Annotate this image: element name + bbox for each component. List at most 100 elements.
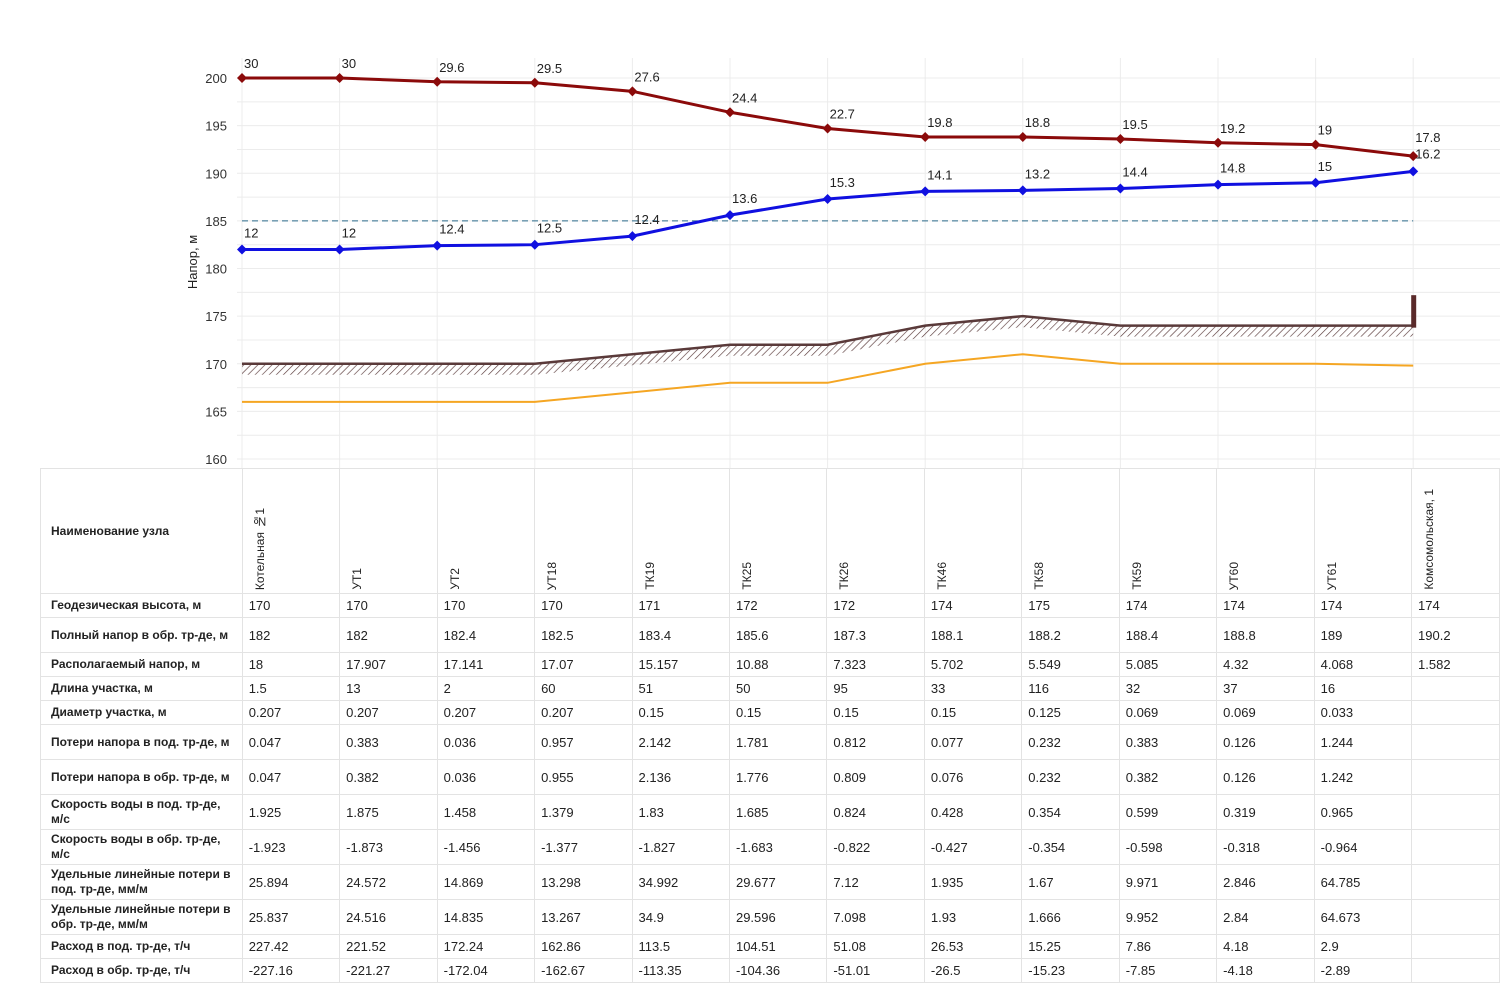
- table-cell: 0.047: [241, 759, 341, 795]
- table-cell: -0.964: [1313, 829, 1413, 865]
- table-cell: 189: [1313, 617, 1413, 653]
- row-label: Располагаемый напор, м: [40, 652, 243, 677]
- table-cell: 116: [1021, 676, 1120, 701]
- table-row: Геодезическая высота, м 170 170 170 170 171 17…: [40, 593, 1500, 618]
- data-labels: 30 30 29.6 29.5 27.6 24.4 22.7 19.8 18.8 19.5 19.2…: [244, 56, 1441, 240]
- table-cell: 34.992: [631, 864, 730, 900]
- table-cell: 29.677: [728, 864, 828, 900]
- table-cell: 170: [241, 593, 341, 618]
- data-label: 14.4: [1122, 164, 1147, 179]
- row-label: Длина участка, м: [40, 676, 243, 701]
- data-label: 13.2: [1025, 166, 1050, 181]
- data-label: 12.4: [634, 212, 659, 227]
- table-row: Расход в под. тр-де, т/ч 227.42 221.52 172.…: [40, 934, 1500, 959]
- data-label: 15: [1318, 159, 1332, 174]
- data-point: [1213, 137, 1223, 148]
- table-cell: -2.89: [1313, 958, 1413, 983]
- end-marker: [1411, 295, 1417, 328]
- table-cell: 0.126: [1216, 724, 1315, 760]
- table-cell: 64.785: [1313, 864, 1413, 900]
- table-cell: 175: [1021, 593, 1120, 618]
- table-cell: [1411, 724, 1500, 760]
- table-cell: 33: [923, 676, 1023, 701]
- table-cell: 174: [923, 593, 1023, 618]
- table-cell: 2.846: [1216, 864, 1315, 900]
- data-label: 17.8: [1415, 130, 1440, 145]
- y-axis-label: Напор, м: [185, 235, 200, 289]
- y-tick-label: 165: [205, 404, 227, 419]
- table-cell: 162.86: [534, 934, 633, 959]
- table-cell: 5.085: [1118, 652, 1218, 677]
- table-cell: 104.51: [728, 934, 828, 959]
- table-cell: [1411, 864, 1500, 900]
- table-cell: -0.354: [1021, 829, 1120, 865]
- data-point: [920, 132, 931, 143]
- table-cell: 188.2: [1021, 617, 1120, 653]
- table-cell: 2.9: [1313, 934, 1413, 959]
- node-name-header: Наименование узла: [40, 468, 243, 594]
- table-cell: 1.83: [631, 794, 730, 830]
- table-cell: 0.965: [1313, 794, 1413, 830]
- table-row: Скорость воды в обр. тр-де, м/с -1.923 -1.…: [40, 829, 1500, 865]
- row-label: Потери напора в под. тр-де, м: [40, 724, 243, 760]
- table-cell: 2.142: [631, 724, 730, 760]
- table-cell: 1.685: [728, 794, 828, 830]
- table-cell: 0.076: [923, 759, 1023, 795]
- table-cell: -1.456: [436, 829, 536, 865]
- table-row: Полный напор в обр. тр-де, м 182 182 182.4 1…: [40, 617, 1500, 653]
- table-cell: -172.04: [436, 958, 536, 983]
- row-label: Скорость воды в под. тр-де, м/с: [40, 794, 243, 830]
- table-cell: -1.923: [241, 829, 341, 865]
- table-cell: 0.036: [436, 724, 536, 760]
- table-cell: 64.673: [1313, 899, 1413, 935]
- table-cell: 13.267: [534, 899, 633, 935]
- table-row: Потери напора в обр. тр-де, м 0.047 0.382 0…: [40, 759, 1500, 795]
- data-point: [725, 107, 735, 118]
- table-cell: [1411, 958, 1500, 983]
- table-cell: 0.812: [826, 724, 925, 760]
- table-cell: 2: [436, 676, 536, 701]
- data-point: [237, 244, 247, 255]
- table-cell: 7.098: [826, 899, 925, 935]
- table-cell: 188.8: [1216, 617, 1315, 653]
- table-cell: 0.232: [1021, 759, 1120, 795]
- table-cell: 0.957: [534, 724, 633, 760]
- data-point: [334, 73, 345, 83]
- table-cell: 1.5: [241, 676, 341, 701]
- table-cell: 172: [826, 593, 925, 618]
- table-cell: 1.93: [923, 899, 1023, 935]
- data-label: 13.6: [732, 191, 757, 206]
- table-cell: [1411, 700, 1500, 725]
- table-cell: 0.207: [436, 700, 536, 725]
- table-cell: 32: [1118, 676, 1218, 701]
- table-cell: 188.4: [1118, 617, 1218, 653]
- data-label: 12: [244, 225, 258, 240]
- table-cell: -51.01: [826, 958, 925, 983]
- table-cell: 5.702: [923, 652, 1023, 677]
- table-cell: 1.458: [436, 794, 536, 830]
- data-point: [822, 193, 833, 204]
- node-name: ТК25: [739, 562, 754, 590]
- table-cell: 0.428: [923, 794, 1023, 830]
- table-cell: 4.068: [1313, 652, 1413, 677]
- table-cell: 1.67: [1021, 864, 1120, 900]
- y-tick-label: 185: [205, 214, 227, 229]
- table-cell: 14.869: [436, 864, 536, 900]
- table-cell: 15.25: [1021, 934, 1120, 959]
- data-label: 30: [244, 56, 258, 71]
- data-point: [1017, 185, 1028, 196]
- table-cell: 9.971: [1118, 864, 1218, 900]
- table-cell: -26.5: [923, 958, 1023, 983]
- row-label: Расход в под. тр-де, т/ч: [40, 934, 243, 959]
- y-axis-ticks: 200 195 190 185 180 175 170 165 160: [205, 71, 227, 467]
- table-cell: 0.033: [1313, 700, 1413, 725]
- row-label: Полный напор в обр. тр-де, м: [40, 617, 243, 653]
- table-cell: 5.549: [1021, 652, 1120, 677]
- data-point: [1408, 166, 1419, 177]
- table-cell: 171: [631, 593, 730, 618]
- table-cell: 0.232: [1021, 724, 1120, 760]
- data-point: [334, 244, 345, 255]
- data-point: [725, 210, 735, 221]
- table-cell: 0.15: [923, 700, 1023, 725]
